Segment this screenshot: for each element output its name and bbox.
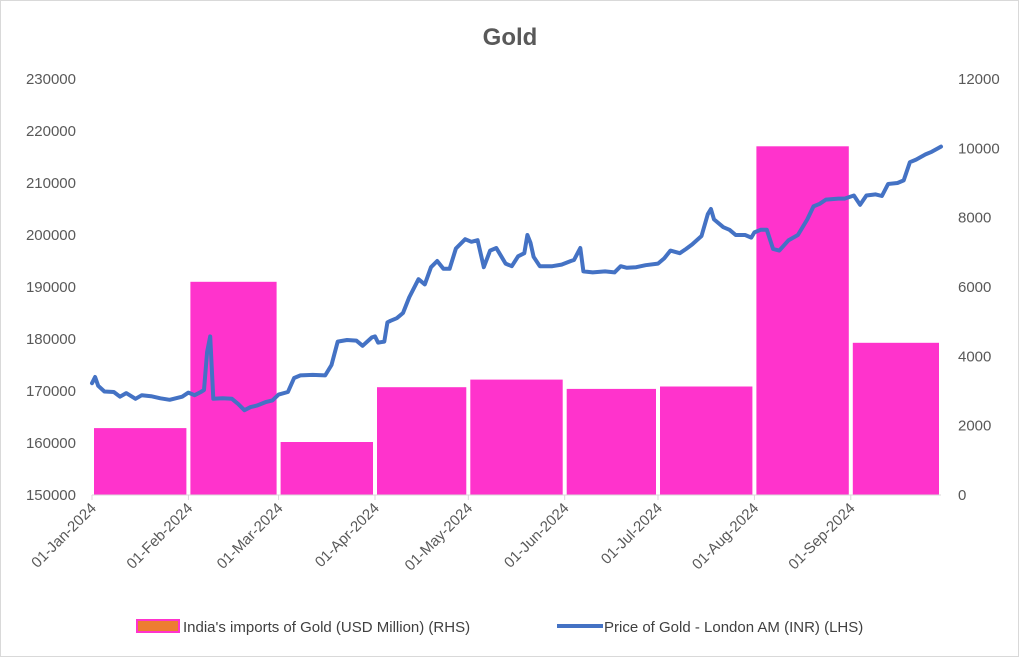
bar-series (94, 146, 939, 496)
y-axis-right: 0 2000 4000 6000 8000 10000 12000 (958, 71, 1000, 504)
y-right-tick-label: 12000 (958, 71, 1000, 88)
y-right-tick-label: 6000 (958, 279, 991, 296)
x-axis: 01-Jan-2024 01-Feb-2024 01-Mar-2024 01-Apr-… (28, 494, 941, 575)
x-tick-label: 01-Feb-2024 (123, 500, 196, 573)
bar (566, 388, 656, 495)
legend-bar-swatch (136, 619, 180, 633)
x-tick-label: 01-Jul-2024 (598, 500, 666, 568)
x-tick-label: 01-May-2024 (402, 500, 477, 575)
line-series (90, 144, 943, 413)
y-axis-left: 150000 160000 170000 180000 190000 200000 2100… (26, 71, 76, 504)
y-right-tick-label: 4000 (958, 348, 991, 365)
y-right-tick-label: 0 (958, 487, 966, 504)
bar (756, 146, 849, 496)
bar (852, 342, 939, 495)
y-left-tick-label: 170000 (26, 383, 76, 400)
legend-bar-label: India's imports of Gold (USD Million) (R… (183, 619, 470, 636)
y-left-tick-label: 200000 (26, 227, 76, 244)
bar (94, 428, 187, 495)
bar (470, 379, 563, 495)
y-left-tick-label: 160000 (26, 435, 76, 452)
price-line (90, 144, 943, 413)
x-tick-label: 01-Aug-2024 (689, 500, 762, 573)
chart-title: Gold (483, 24, 538, 51)
legend-line-label: Price of Gold - London AM (INR) (LHS) (604, 619, 863, 636)
bar (377, 387, 467, 495)
y-left-tick-label: 230000 (26, 71, 76, 88)
y-left-tick-label: 210000 (26, 175, 76, 192)
x-tick-label: 01-Apr-2024 (312, 500, 383, 571)
x-tick-label: 01-Sep-2024 (785, 500, 858, 573)
legend: India's imports of Gold (USD Million) (R… (136, 619, 863, 636)
x-tick-label: 01-Jun-2024 (501, 500, 573, 572)
y-left-tick-label: 190000 (26, 279, 76, 296)
x-tick-label: 01-Jan-2024 (28, 500, 100, 572)
y-right-tick-label: 10000 (958, 140, 1000, 157)
y-right-tick-label: 8000 (958, 210, 991, 227)
bar (660, 386, 753, 495)
y-left-tick-label: 180000 (26, 331, 76, 348)
y-right-tick-label: 2000 (958, 418, 991, 435)
y-left-tick-label: 220000 (26, 123, 76, 140)
x-tick-label: 01-Mar-2024 (214, 500, 287, 573)
bar (280, 442, 373, 495)
y-left-tick-label: 150000 (26, 487, 76, 504)
